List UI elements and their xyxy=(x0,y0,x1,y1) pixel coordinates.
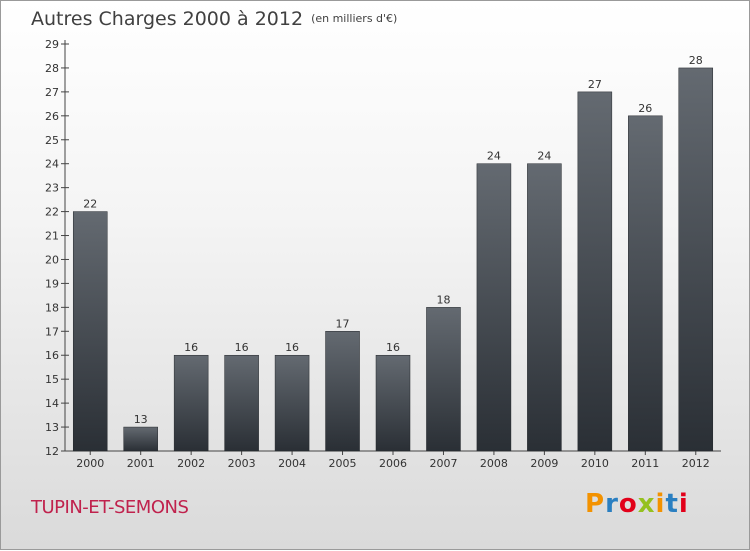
y-tick-label: 25 xyxy=(45,134,59,147)
y-tick-label: 14 xyxy=(45,397,59,410)
x-tick-label: 2012 xyxy=(682,457,710,470)
bar xyxy=(577,91,613,452)
y-tick-label: 12 xyxy=(45,445,59,458)
y-tick-label: 22 xyxy=(45,206,59,219)
place-name: TUPIN-ET-SEMONS xyxy=(31,497,189,518)
x-tick-label: 2009 xyxy=(530,457,558,470)
bar-value-label: 18 xyxy=(436,293,450,306)
x-tick-label: 2005 xyxy=(329,457,357,470)
bar-value-label: 13 xyxy=(134,413,148,426)
bar-value-label: 27 xyxy=(588,78,602,91)
bar xyxy=(325,331,360,452)
bar-value-label: 16 xyxy=(386,341,400,354)
bars: 22 13 16 16 16 17 16 18 24 24 27 26 28 xyxy=(72,54,714,452)
logo-letter: i xyxy=(678,489,689,519)
bar xyxy=(527,163,562,452)
y-tick-label: 29 xyxy=(45,38,59,51)
x-tick-label: 2007 xyxy=(429,457,457,470)
logo-letter: i xyxy=(655,489,666,519)
bar xyxy=(173,354,209,452)
logo-letter: r xyxy=(605,489,619,519)
y-tick-label: 19 xyxy=(45,277,59,290)
bar-value-label: 22 xyxy=(83,198,97,211)
bar xyxy=(476,163,512,452)
bar-value-label: 24 xyxy=(487,150,501,163)
x-tick-label: 2011 xyxy=(631,457,659,470)
x-axis: 2000 2001 2002 2003 2004 2005 2006 2007 2008 2009… xyxy=(65,450,721,470)
y-tick-label: 27 xyxy=(45,86,59,99)
bar-value-label: 28 xyxy=(689,54,703,67)
bar-value-label: 16 xyxy=(285,341,299,354)
logo-letter: o xyxy=(618,489,638,519)
x-tick-label: 2002 xyxy=(177,457,205,470)
y-tick-label: 15 xyxy=(45,373,59,386)
bar xyxy=(375,354,411,452)
logo-letter: t xyxy=(665,489,679,519)
logo-letter: P xyxy=(585,489,606,519)
bar xyxy=(678,67,714,452)
proxiti-logo: Proxiti xyxy=(585,489,689,519)
y-tick-label: 16 xyxy=(45,349,59,362)
x-tick-label: 2001 xyxy=(127,457,155,470)
bar-value-label: 24 xyxy=(537,150,551,163)
y-axis: 12 13 14 15 16 17 18 19 20 21 22 23 24 25 26 27 28 29 xyxy=(45,38,69,458)
y-tick-label: 26 xyxy=(45,110,59,123)
bar-value-label: 16 xyxy=(184,341,198,354)
logo-letter: x xyxy=(637,489,656,519)
x-tick-label: 2003 xyxy=(228,457,256,470)
x-tick-label: 2008 xyxy=(480,457,508,470)
x-tick-label: 2004 xyxy=(278,457,306,470)
bar-value-label: 17 xyxy=(336,317,350,330)
x-tick-label: 2000 xyxy=(76,457,104,470)
chart-title: Autres Charges 2000 à 2012 (en milliers d… xyxy=(31,8,397,30)
bar xyxy=(123,426,158,452)
bar xyxy=(628,115,663,452)
y-tick-label: 21 xyxy=(45,230,59,243)
y-tick-label: 20 xyxy=(45,253,59,266)
bar xyxy=(274,354,310,452)
y-tick-label: 18 xyxy=(45,301,59,314)
bar-value-label: 26 xyxy=(638,102,652,115)
y-tick-label: 17 xyxy=(45,325,59,338)
y-tick-label: 28 xyxy=(45,62,59,75)
x-tick-label: 2010 xyxy=(581,457,609,470)
y-tick-label: 23 xyxy=(45,182,59,195)
bar xyxy=(426,307,461,452)
bar xyxy=(224,354,259,452)
chart-subtitle: (en milliers d'€) xyxy=(311,12,398,25)
y-tick-label: 13 xyxy=(45,421,59,434)
bar-value-label: 16 xyxy=(235,341,249,354)
chart-title-text: Autres Charges 2000 à 2012 xyxy=(31,8,304,30)
bar xyxy=(72,211,108,452)
y-tick-label: 24 xyxy=(45,158,59,171)
x-tick-label: 2006 xyxy=(379,457,407,470)
